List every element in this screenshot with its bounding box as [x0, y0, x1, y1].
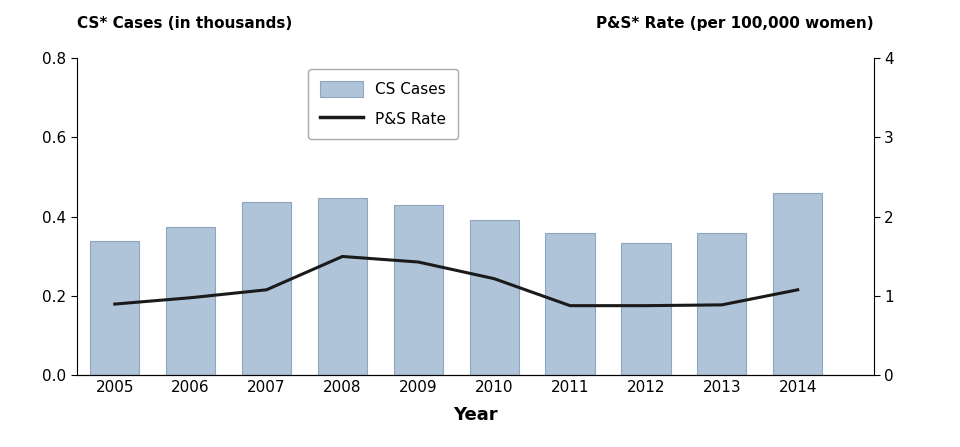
Bar	[242, 202, 291, 375]
Bar	[394, 205, 443, 375]
Bar	[545, 233, 594, 375]
Bar	[90, 241, 139, 375]
Bar	[621, 243, 671, 375]
Legend: CS Cases, P&S Rate: CS Cases, P&S Rate	[307, 69, 458, 139]
X-axis label: Year: Year	[453, 406, 497, 425]
Bar	[773, 193, 823, 375]
Bar	[469, 220, 518, 375]
Text: CS* Cases (in thousands): CS* Cases (in thousands)	[77, 16, 292, 31]
Bar	[697, 233, 747, 375]
Bar	[166, 227, 215, 375]
Text: P&S* Rate (per 100,000 women): P&S* Rate (per 100,000 women)	[596, 16, 874, 31]
Bar	[318, 198, 367, 375]
